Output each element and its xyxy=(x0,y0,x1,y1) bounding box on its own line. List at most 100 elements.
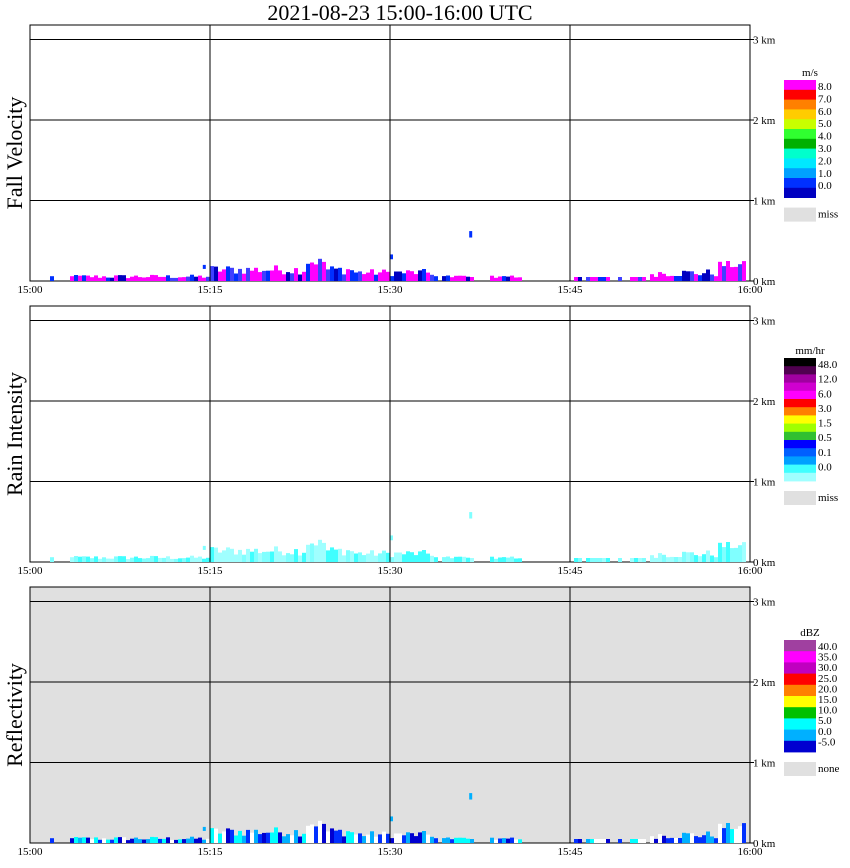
echo-cell xyxy=(702,835,706,843)
echo-cell xyxy=(350,551,354,562)
legend-swatch xyxy=(784,366,816,375)
echo-cell xyxy=(198,275,202,281)
echo-cell xyxy=(462,275,466,281)
echo-cell xyxy=(114,275,118,281)
echo-cell xyxy=(502,557,506,562)
y-axis-label: Fall Velocity xyxy=(2,97,27,210)
echo-cell xyxy=(458,275,462,281)
legend-swatch xyxy=(784,464,816,474)
echo-cell xyxy=(382,831,386,843)
echo-cell xyxy=(518,277,522,281)
echo-cell xyxy=(186,838,190,843)
echo-cell xyxy=(430,274,434,281)
echo-cell xyxy=(90,277,94,281)
echo-cell xyxy=(126,278,130,281)
echo-cell xyxy=(654,276,658,281)
echo-cell xyxy=(182,839,186,843)
echo-cell xyxy=(374,555,378,562)
echo-cell xyxy=(426,553,430,562)
chart-title: 2021-08-23 15:00-16:00 UTC xyxy=(267,0,532,25)
echo-cell xyxy=(314,826,318,843)
echo-cell xyxy=(162,557,166,562)
echo-cell xyxy=(382,269,386,281)
echo-cell xyxy=(142,558,146,562)
echo-cell xyxy=(386,552,390,562)
echo-cell xyxy=(430,555,434,562)
echo-cell xyxy=(414,274,418,281)
echo-cell xyxy=(322,261,326,281)
echo-cell xyxy=(218,552,222,562)
legend-swatch xyxy=(784,168,816,179)
legend-swatch xyxy=(784,448,816,457)
echo-cell xyxy=(510,837,514,843)
echo-cell xyxy=(722,547,726,562)
echo-cell xyxy=(670,275,674,281)
echo-cell xyxy=(106,839,110,843)
legend-swatch xyxy=(784,119,816,130)
echo-cell xyxy=(606,839,610,843)
x-tick-label: 15:45 xyxy=(557,846,583,858)
echo-cell xyxy=(442,557,446,562)
echo-cell xyxy=(50,838,54,843)
echo-cell xyxy=(182,558,186,562)
x-tick-label: 15:30 xyxy=(377,565,403,577)
legend-label: 4.0 xyxy=(818,131,832,143)
echo-cell xyxy=(162,276,166,281)
legend-label: 6.0 xyxy=(818,388,832,400)
echo-cell xyxy=(378,553,382,562)
echo-cell xyxy=(198,556,202,562)
echo-cell xyxy=(658,272,662,281)
echo-cell xyxy=(82,837,86,843)
echo-cell xyxy=(718,823,722,843)
echo-cell xyxy=(246,548,250,562)
echo-cell xyxy=(734,266,738,281)
echo-cell xyxy=(650,836,654,843)
echo-data xyxy=(50,512,746,562)
echo-cell xyxy=(258,272,262,281)
legend-label: 48.0 xyxy=(818,359,838,371)
legend-label: 0.0 xyxy=(818,180,832,192)
x-tick-label: 15:45 xyxy=(557,565,583,577)
echo-cell xyxy=(366,272,370,281)
echo-cell xyxy=(266,270,270,281)
echo-cell xyxy=(590,558,594,562)
echo-cell xyxy=(202,839,206,843)
echo-cell xyxy=(574,558,578,562)
echo-cell xyxy=(250,832,254,843)
echo-cell xyxy=(406,270,410,281)
echo-cell xyxy=(222,550,226,562)
echo-cell xyxy=(502,276,506,281)
legend-swatch xyxy=(784,415,816,424)
echo-cell xyxy=(470,839,474,843)
echo-cell xyxy=(102,276,106,281)
x-tick-label: 15:15 xyxy=(197,565,223,577)
echo-cell xyxy=(658,834,662,843)
echo-cell xyxy=(126,840,130,843)
echo-cell xyxy=(354,272,358,281)
echo-cell xyxy=(82,275,86,281)
echo-cell xyxy=(370,269,374,281)
echo-cell xyxy=(158,838,162,843)
echo-cell xyxy=(342,836,346,843)
legend-label: 0.5 xyxy=(818,432,832,444)
echo-cell xyxy=(518,558,522,562)
echo-cell xyxy=(310,262,314,281)
echo-cell xyxy=(398,833,402,843)
echo-cell xyxy=(138,839,142,843)
echo-cell xyxy=(390,276,394,281)
echo-cell xyxy=(418,270,422,281)
echo-cell xyxy=(262,551,266,562)
legend-swatch xyxy=(784,390,816,400)
legend-miss-label: miss xyxy=(818,492,838,504)
x-tick-label: 16:00 xyxy=(737,284,763,296)
echo-cell xyxy=(638,839,642,843)
echo-cell xyxy=(90,839,94,843)
x-tick-label: 15:00 xyxy=(17,846,43,858)
echo-cell xyxy=(642,839,646,843)
echo-cell xyxy=(590,839,594,843)
echo-cell xyxy=(469,793,473,800)
echo-cell xyxy=(114,837,118,843)
echo-cell xyxy=(178,277,182,281)
echo-cell xyxy=(98,558,102,562)
legend-swatch xyxy=(784,358,816,367)
